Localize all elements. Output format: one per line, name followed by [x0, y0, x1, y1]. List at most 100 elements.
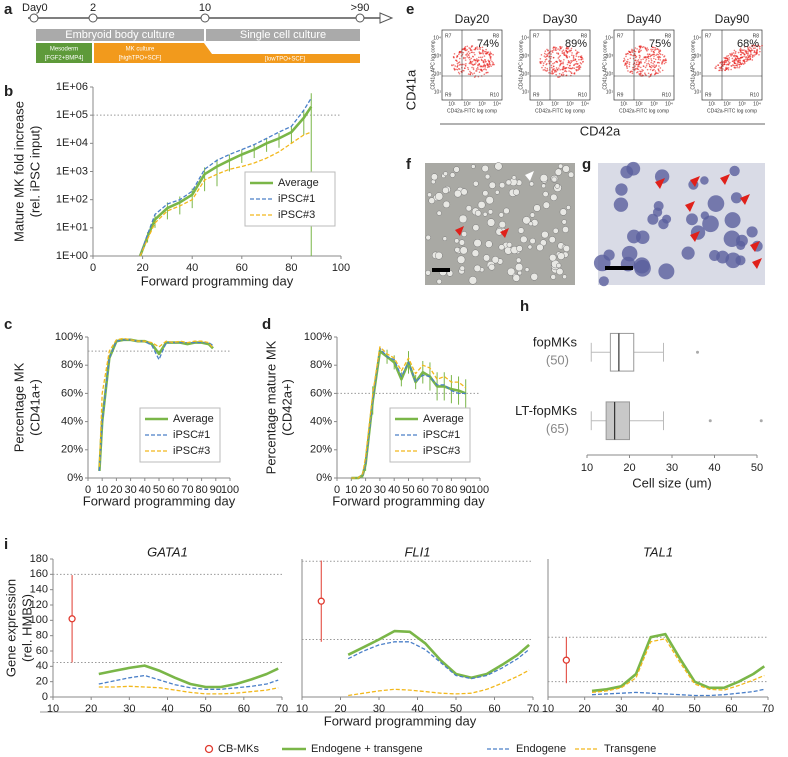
- x-tick-label: 10: [542, 703, 554, 715]
- event: [651, 64, 653, 67]
- plot-title: Day20: [455, 12, 490, 26]
- event: [728, 62, 731, 65]
- event: [748, 49, 751, 52]
- event: [739, 61, 742, 63]
- event: [485, 60, 487, 63]
- event: [482, 68, 485, 71]
- series-line: [351, 347, 466, 479]
- event: [487, 59, 490, 62]
- y-tick-label: 10¹: [606, 89, 614, 95]
- event: [742, 52, 745, 54]
- gate-label: R8: [665, 33, 672, 39]
- series-line: [139, 97, 312, 257]
- event: [540, 54, 543, 56]
- event: [491, 64, 494, 66]
- event: [556, 69, 558, 71]
- event: [482, 59, 484, 62]
- cell: [507, 267, 516, 276]
- event: [729, 52, 731, 55]
- event: [750, 52, 752, 54]
- day-marker: [88, 13, 98, 23]
- legend-label: iPSC#1: [423, 429, 460, 441]
- event: [631, 72, 634, 75]
- x-tick-label: 30: [123, 703, 135, 715]
- event: [485, 72, 487, 74]
- cell: [536, 243, 544, 252]
- event: [728, 57, 731, 59]
- event: [734, 67, 736, 69]
- event: [456, 68, 459, 71]
- cell: [541, 230, 549, 239]
- event: [563, 54, 566, 56]
- plot-title: Day30: [543, 12, 578, 26]
- phase-label: Single cell culture: [240, 29, 326, 41]
- event: [553, 62, 556, 64]
- micrograph-detail: [425, 161, 763, 287]
- event: [574, 63, 576, 65]
- gate-label: R8: [493, 33, 500, 39]
- event: [490, 56, 492, 58]
- x-tick-label: 60: [167, 484, 179, 496]
- event: [493, 63, 495, 66]
- event: [483, 63, 486, 66]
- event: [647, 72, 650, 75]
- event: [641, 70, 643, 73]
- count-label: (50): [546, 353, 569, 368]
- event: [453, 67, 455, 70]
- event: [631, 48, 633, 51]
- x-tick-label: 10¹: [708, 101, 716, 107]
- cell: [458, 239, 466, 246]
- x-tick-label: 10⁴: [665, 101, 673, 107]
- event: [558, 65, 561, 67]
- x-axis-label: Cell size (um): [632, 475, 711, 490]
- y-tick-label: 0%: [67, 472, 83, 484]
- event: [638, 62, 641, 65]
- event: [469, 70, 471, 73]
- event: [566, 63, 569, 66]
- event: [463, 56, 465, 59]
- cell: [566, 205, 571, 210]
- cell: [615, 183, 628, 196]
- event: [732, 52, 735, 54]
- event: [544, 59, 547, 61]
- cell: [541, 183, 546, 189]
- event: [751, 56, 754, 59]
- event: [653, 53, 656, 56]
- event: [758, 45, 761, 48]
- event: [567, 61, 570, 64]
- event: [550, 64, 553, 67]
- event: [462, 51, 465, 54]
- event: [582, 60, 584, 63]
- x-tick-label: 40: [708, 462, 720, 474]
- event: [485, 48, 487, 51]
- y-axis-label: (CD42a+): [279, 379, 294, 436]
- event: [558, 55, 561, 58]
- event: [550, 50, 552, 53]
- event: [727, 54, 730, 57]
- panel-label: b: [4, 83, 13, 100]
- event: [561, 68, 564, 71]
- event: [637, 63, 640, 66]
- event: [659, 59, 662, 61]
- event: [639, 47, 642, 49]
- event: [551, 51, 554, 53]
- arrowhead: [455, 226, 464, 236]
- cell: [539, 174, 548, 183]
- event: [566, 47, 568, 49]
- event: [661, 62, 663, 64]
- cell: [654, 169, 670, 184]
- event: [744, 50, 747, 53]
- cell: [485, 196, 494, 205]
- y-tick-label: 1E+00: [56, 250, 88, 262]
- cell: [550, 193, 558, 202]
- event: [458, 68, 461, 70]
- event: [566, 52, 569, 54]
- event-cloud: [451, 45, 495, 78]
- cell: [552, 227, 559, 234]
- inner-axis-label: CD41a-APC log comp: [430, 40, 436, 89]
- cell: [436, 210, 442, 216]
- event: [566, 45, 569, 48]
- event: [482, 52, 485, 55]
- x-tick-label: 40: [652, 703, 664, 715]
